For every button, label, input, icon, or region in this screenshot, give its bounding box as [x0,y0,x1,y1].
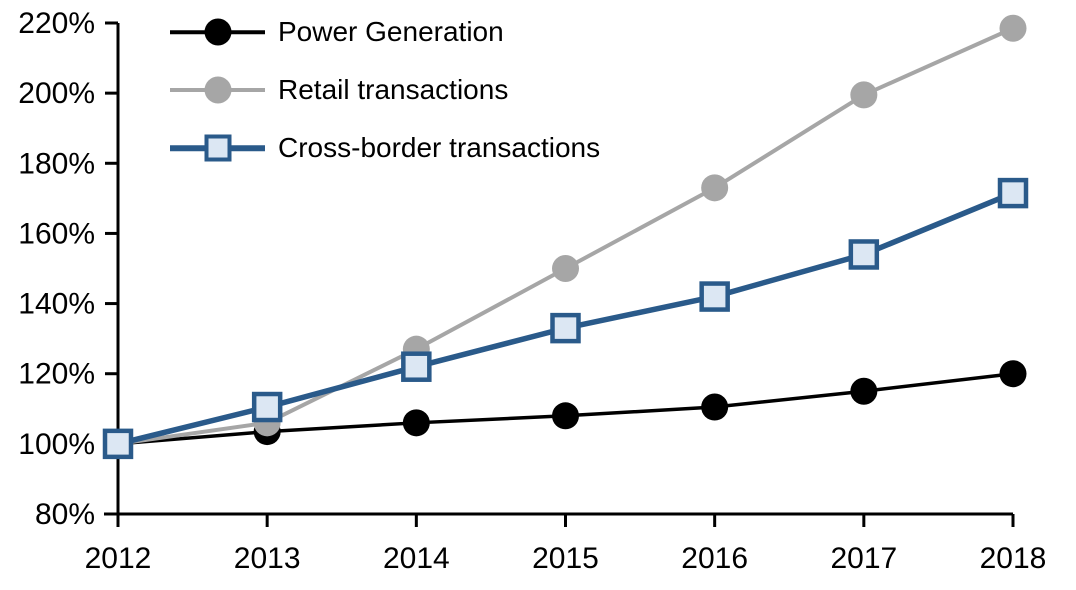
y-tick-label: 140% [18,288,95,321]
legend-label-cross-border-transactions: Cross-border transactions [278,132,601,163]
power-generation-line-marker-icon [170,16,265,48]
legend-item-power-generation: Power Generation [170,3,600,61]
point-cross-border-transactions-2015 [550,312,581,344]
y-tick-label: 180% [18,147,95,180]
legend: Power Generation Retail transactions Cro… [170,3,600,177]
x-tick-label: 2018 [980,542,1047,575]
point-cross-border-transactions-2017 [848,239,880,270]
x-tick-label: 2014 [383,542,450,575]
x-tick-label: 2016 [681,542,748,575]
y-tick-label: 160% [18,217,95,250]
legend-label-retail-transactions: Retail transactions [278,74,509,105]
point-cross-border-transactions-2014 [401,351,432,382]
x-tick-label: 2012 [85,542,152,575]
retail-transactions-line-marker-icon [170,74,265,106]
series-power-generation [104,360,1027,458]
point-retail-transactions-2016 [701,174,729,202]
y-tick-label: 100% [18,428,95,461]
point-cross-border-transactions-2013 [251,391,283,423]
point-power-generation-2015 [552,402,579,430]
cross-border-transactions-line-marker-icon [170,132,265,164]
point-power-generation-2017 [850,377,878,405]
axis-labels: 80% 100% 120% 140% 160% 180% 200% 220% 2012 2013 2… [18,7,1046,575]
point-cross-border-transactions-2016 [699,281,730,312]
point-power-generation-2014 [402,409,430,437]
point-power-generation-2016 [701,393,729,421]
legend-item-cross-border-transactions: Cross-border transactions [170,119,600,177]
y-tick-label: 200% [18,77,95,110]
point-cross-border-transactions-2012 [102,428,134,460]
x-tick-label: 2017 [830,542,897,575]
point-cross-border-transactions-2018 [997,177,1029,209]
point-power-generation-2018 [999,360,1027,388]
point-retail-transactions-2015 [552,255,579,282]
y-tick-label: 80% [35,498,95,531]
point-retail-transactions-2018 [999,14,1027,42]
legend-label-power-generation: Power Generation [278,16,504,47]
y-tick-label: 120% [18,358,95,391]
x-tick-label: 2015 [532,542,599,575]
x-tick-label: 2013 [234,542,301,575]
point-retail-transactions-2017 [850,81,878,109]
legend-item-retail-transactions: Retail transactions [170,61,600,119]
y-tick-label: 220% [18,7,95,40]
series-cross-border-transactions [102,177,1029,460]
